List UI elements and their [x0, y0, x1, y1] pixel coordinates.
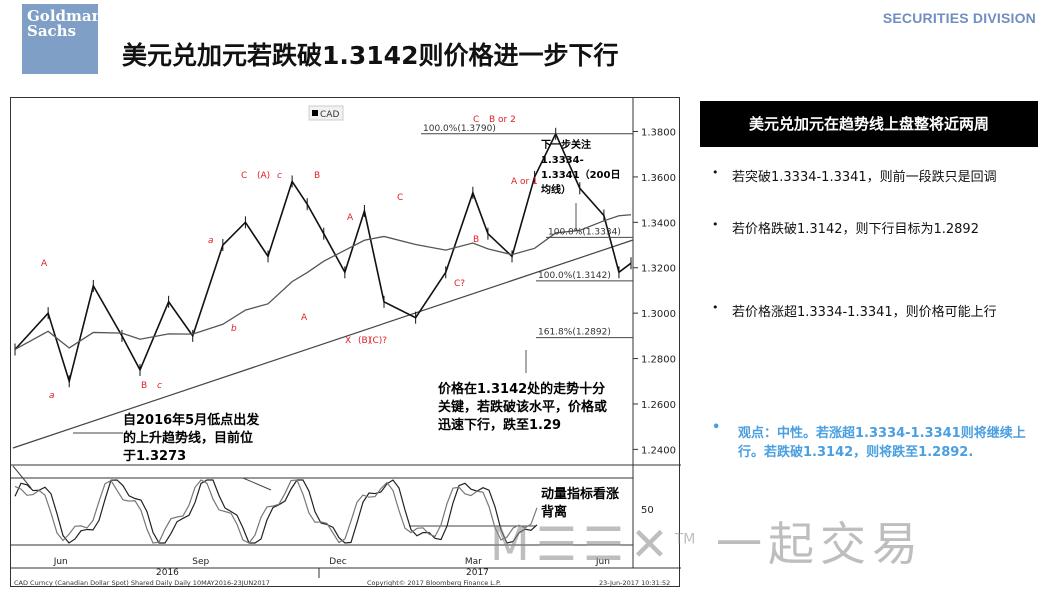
osc-divergence-left — [12, 465, 32, 489]
legend-label: CAD — [320, 110, 339, 120]
year-label: 2017 — [466, 568, 489, 578]
chart-svg: CAD 1.3800 1.3600 1.3400 1.3200 1.3000 1.2800… — [11, 98, 681, 587]
chart-dynamic-layer: 1.3800 1.3600 1.3400 1.3200 1.3000 1.2800 1.26… — [14, 115, 676, 587]
y-tick-label: 1.3200 — [641, 264, 676, 275]
fib-level-label: 100.0%(1.3790) — [423, 124, 496, 134]
wave-label: c — [157, 381, 162, 391]
page-title: 美元兑加元若跌破1.3142则价格进一步下行 — [122, 41, 619, 70]
wave-label: (A) — [257, 171, 270, 181]
legend-box — [308, 105, 344, 121]
watermark: M☰☰✕TM 一起交易 — [490, 508, 924, 574]
watermark-tm: TM — [674, 531, 696, 548]
legend-swatch — [312, 110, 318, 116]
bullet-text: 若价格涨超1.3334-1.3341，则价格可能上行 — [732, 305, 997, 320]
wave-label: (C)? — [369, 336, 387, 346]
wave-label: B or 2 — [489, 115, 516, 125]
wave-label: A — [301, 313, 308, 323]
key-level-note: 价格在1.3142处的走势十分关键，若跌破该水平，价格或迅速下行，跌至1.29 — [438, 382, 608, 433]
x-tick-label: Jun — [595, 557, 610, 567]
x-tick-label: Jun — [53, 557, 68, 567]
view-text: 观点：中性。若涨超1.3334-1.3341则将继续上行。若跌破1.3142，则… — [738, 426, 1026, 460]
bullet-dot: • — [712, 166, 719, 179]
x-tick-label: Sep — [192, 557, 209, 567]
y-tick-label: 1.2600 — [641, 400, 676, 411]
bullet-text: 若价格跌破1.3142，则下行目标为1.2892 — [732, 222, 979, 237]
bullet-dot: • — [712, 218, 719, 231]
panel-heading: 美元兑加元在趋势线上盘整将近两周 — [700, 101, 1038, 147]
y-tick-label: 1.3400 — [641, 218, 676, 229]
watermark-text: 一起交易 — [715, 517, 924, 571]
y-tick-label: 1.3800 — [641, 128, 676, 139]
fib-level-label: 161.8%(1.2892) — [538, 328, 611, 338]
watermark-glyphs: M☰☰✕ — [490, 517, 675, 571]
y-tick-label: 1.3000 — [641, 309, 676, 320]
x-tick-label: Dec — [329, 557, 346, 567]
fib-level-label: 100.0%(1.3334) — [548, 227, 621, 237]
wave-label: A — [41, 259, 48, 269]
bullet-dot: • — [712, 420, 721, 435]
bullet-dot: • — [712, 301, 719, 314]
wave-label: a — [49, 391, 55, 401]
fib-level-label: 100.0%(1.3142) — [538, 271, 611, 281]
osc-divergence-top — [242, 477, 272, 491]
wave-label: X — [345, 336, 351, 346]
wave-label: C — [241, 171, 247, 181]
x-tick-label: Mar — [465, 557, 482, 567]
price-line — [14, 131, 632, 385]
wave-label: A — [347, 213, 354, 223]
next-focus-note: 下一步关注1.3334-1.3341（200日均线） — [541, 140, 621, 196]
oscillator-slow-line — [14, 479, 538, 544]
goldman-sachs-logo: Goldman Sachs — [22, 4, 103, 74]
wave-label: a — [208, 236, 214, 246]
wave-label: c — [277, 171, 282, 181]
wave-label: C — [397, 193, 403, 203]
wave-label: A or 1 — [511, 177, 538, 187]
wave-label: b — [231, 324, 237, 334]
oscillator-fast-line — [14, 479, 538, 544]
y-tick-label: 1.2400 — [641, 445, 676, 456]
year-label: 2016 — [156, 568, 179, 578]
price-chart: CAD 1.3800 1.3600 1.3400 1.3200 1.3000 1.2800… — [10, 97, 681, 587]
wave-label: C — [473, 115, 479, 125]
bullet-text: 若突破1.3334-1.3341，则前一段跌只是回调 — [732, 170, 997, 185]
osc-tick-label: 50 — [641, 505, 654, 516]
y-tick-label: 1.2800 — [641, 355, 676, 366]
y-tick-label: 1.3600 — [641, 173, 676, 184]
trendline-note: 自2016年5月低点出发的上升趋势线，目前位于1.3273 — [123, 413, 260, 464]
chart-footer-left: CAD Curncy (Canadian Dollar Spot) Shared… — [14, 579, 270, 587]
wave-label: C? — [454, 279, 465, 289]
chart-footer-mid: Copyright© 2017 Bloomberg Finance L.P. — [367, 579, 501, 587]
logo-text: Goldman Sachs — [27, 7, 103, 40]
wave-label: (B) — [358, 336, 371, 346]
division-label: SECURITIES DIVISION — [882, 10, 1036, 26]
wave-label: B — [314, 171, 320, 181]
wave-label: B — [141, 381, 147, 391]
chart-footer-right: 23-Jun-2017 10:31:52 — [599, 579, 670, 587]
trendline — [12, 239, 634, 449]
wave-label: B — [473, 235, 479, 245]
moving-average-line — [14, 214, 632, 351]
momentum-note: 动量指标看涨背离 — [541, 487, 620, 520]
